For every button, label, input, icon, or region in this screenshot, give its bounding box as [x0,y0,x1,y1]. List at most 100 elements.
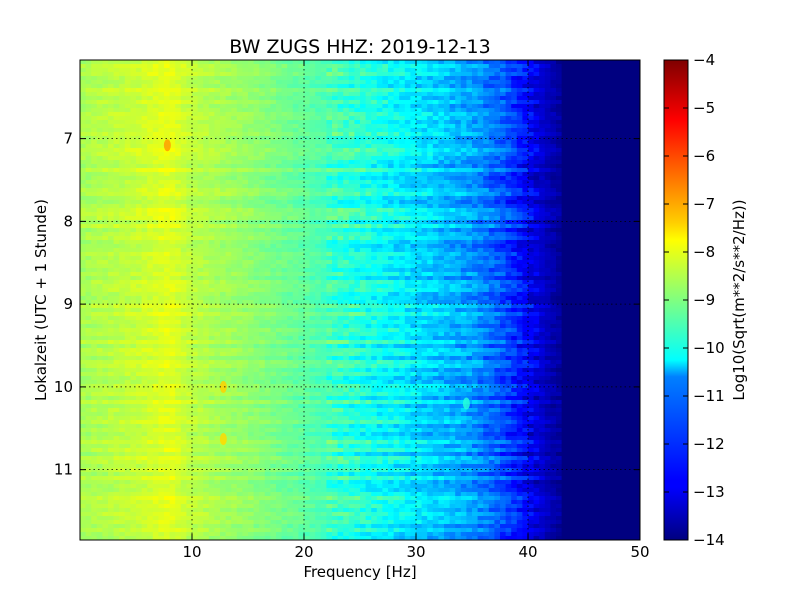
heatmap-cell [298,212,305,217]
heatmap-cell [410,252,417,257]
heatmap-cell [578,64,585,69]
heatmap-cell [152,236,159,241]
heatmap-cell [108,64,115,69]
heatmap-cell [360,172,367,177]
heatmap-cell [500,224,507,229]
heatmap-cell [236,220,243,225]
heatmap-cell [326,244,333,249]
heatmap-cell [186,184,193,189]
heatmap-cell [584,152,591,157]
heatmap-cell [281,128,288,133]
heatmap-cell [242,184,249,189]
heatmap-cell [360,188,367,193]
heatmap-cell [320,220,327,225]
heatmap-cell [192,164,199,169]
heatmap-cell [533,152,540,157]
heatmap-cell [102,116,109,121]
heatmap-cell [96,168,103,173]
heatmap-cell [292,196,299,201]
heatmap-cell [203,112,210,117]
heatmap-cell [259,136,266,141]
heatmap-cell [119,148,126,153]
heatmap-cell [220,96,227,101]
heatmap-cell [113,76,120,81]
heatmap-cell [259,112,266,117]
heatmap-cell [231,148,238,153]
heatmap-cell [337,256,344,261]
heatmap-cell [332,152,339,157]
heatmap-cell [404,152,411,157]
heatmap-cell [309,252,316,257]
heatmap-cell [152,188,159,193]
heatmap-cell [376,244,383,249]
heatmap-cell [85,80,92,85]
heatmap-cell [276,240,283,245]
heatmap-cell [444,156,451,161]
heatmap-cell [141,120,148,125]
heatmap-cell [371,132,378,137]
heatmap-cell [516,216,523,221]
heatmap-cell [259,204,266,209]
heatmap-cell [371,204,378,209]
heatmap-cell [225,176,232,181]
heatmap-cell [304,112,311,117]
heatmap-cell [332,172,339,177]
heatmap-cell [337,68,344,73]
heatmap-cell [494,152,501,157]
heatmap-cell [382,104,389,109]
heatmap-cell [130,116,137,121]
heatmap-cell [192,200,199,205]
heatmap-cell [371,72,378,77]
heatmap-cell [528,220,535,225]
heatmap-cell [130,172,137,177]
heatmap-cell [483,64,490,69]
heatmap-cell [511,104,518,109]
heatmap-cell [236,84,243,89]
heatmap-cell [488,152,495,157]
heatmap-cell [466,88,473,93]
heatmap-cell [298,232,305,237]
heatmap-cell [500,248,507,253]
heatmap-cell [236,248,243,253]
heatmap-cell [287,248,294,253]
heatmap-cell [516,184,523,189]
heatmap-cell [242,244,249,249]
heatmap-cell [91,208,98,213]
heatmap-cell [561,248,568,253]
heatmap-cell [494,120,501,125]
heatmap-cell [292,124,299,129]
heatmap-cell [567,232,574,237]
heatmap-cell [634,200,640,205]
heatmap-cell [102,100,109,105]
heatmap-cell [466,112,473,117]
heatmap-cell [348,76,355,81]
heatmap-cell [589,100,596,105]
heatmap-cell [242,100,249,105]
heatmap-cell [214,120,221,125]
heatmap-cell [623,76,630,81]
heatmap-cell [164,212,171,217]
heatmap-cell [192,100,199,105]
heatmap-cell [388,228,395,233]
heatmap-cell [169,244,176,249]
heatmap-cell [589,124,596,129]
heatmap-cell [600,92,607,97]
heatmap-cell [455,128,462,133]
heatmap-cell [186,188,193,193]
heatmap-cell [186,108,193,113]
heatmap-cell [152,180,159,185]
heatmap-cell [460,168,467,173]
heatmap-cell [634,80,640,85]
heatmap-cell [348,184,355,189]
heatmap-cell [455,180,462,185]
heatmap-cell [119,216,126,221]
heatmap-cell [466,116,473,121]
heatmap-cell [130,152,137,157]
heatmap-cell [360,220,367,225]
heatmap-cell [292,228,299,233]
heatmap-cell [96,200,103,205]
heatmap-cell [320,212,327,217]
heatmap-cell [270,116,277,121]
heatmap-cell [248,172,255,177]
heatmap-cell [572,168,579,173]
